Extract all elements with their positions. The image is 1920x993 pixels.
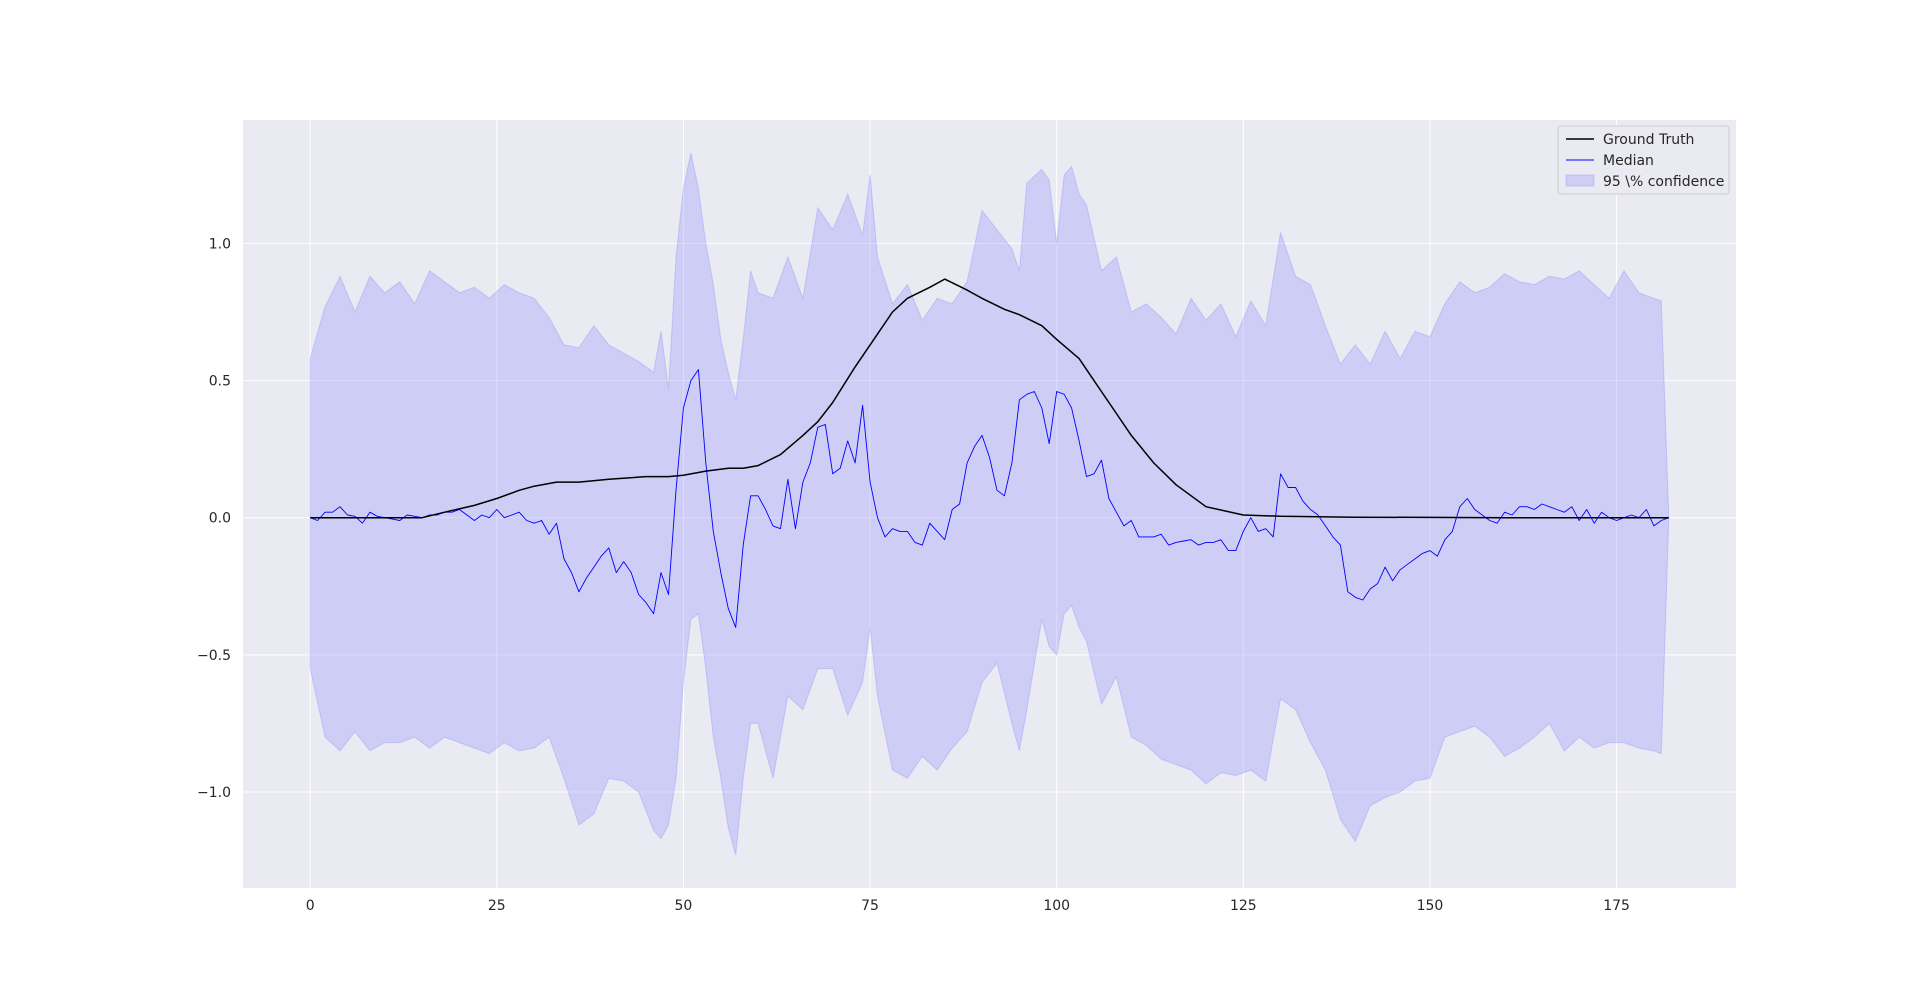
ground-truth-line [310, 278, 1669, 519]
x-tick-label: 175 [1603, 898, 1630, 914]
y-axis: −1.0 −0.5 0.0 0.5 1.0 [197, 236, 231, 801]
legend-confidence-label: 95 \% confidence [1603, 174, 1724, 190]
x-tick-label: 50 [675, 898, 693, 914]
legend-box [1557, 125, 1730, 195]
y-tick-label: 0.5 [209, 374, 231, 390]
legend: Ground Truth Median 95 \% confidence [1557, 125, 1730, 195]
y-tick-label: −1.0 [197, 785, 231, 801]
y-tick-label: −0.5 [197, 648, 231, 664]
y-tick-label: 0.0 [209, 511, 231, 527]
median-line [310, 369, 1669, 628]
plot-background [243, 120, 1736, 888]
legend-ground-truth-label: Ground Truth [1603, 132, 1694, 148]
x-tick-label: 150 [1417, 898, 1444, 914]
x-tick-label: 0 [306, 898, 315, 914]
x-tick-label: 100 [1043, 898, 1070, 914]
x-tick-label: 25 [488, 898, 506, 914]
x-tick-label: 125 [1230, 898, 1257, 914]
legend-confidence-swatch [1565, 174, 1595, 187]
x-axis: 0 25 50 75 100 125 150 175 [306, 898, 1630, 914]
x-tick-label: 75 [861, 898, 879, 914]
y-tick-label: 1.0 [209, 236, 231, 252]
confidence-band [309, 152, 1670, 856]
legend-median-label: Median [1603, 153, 1654, 169]
